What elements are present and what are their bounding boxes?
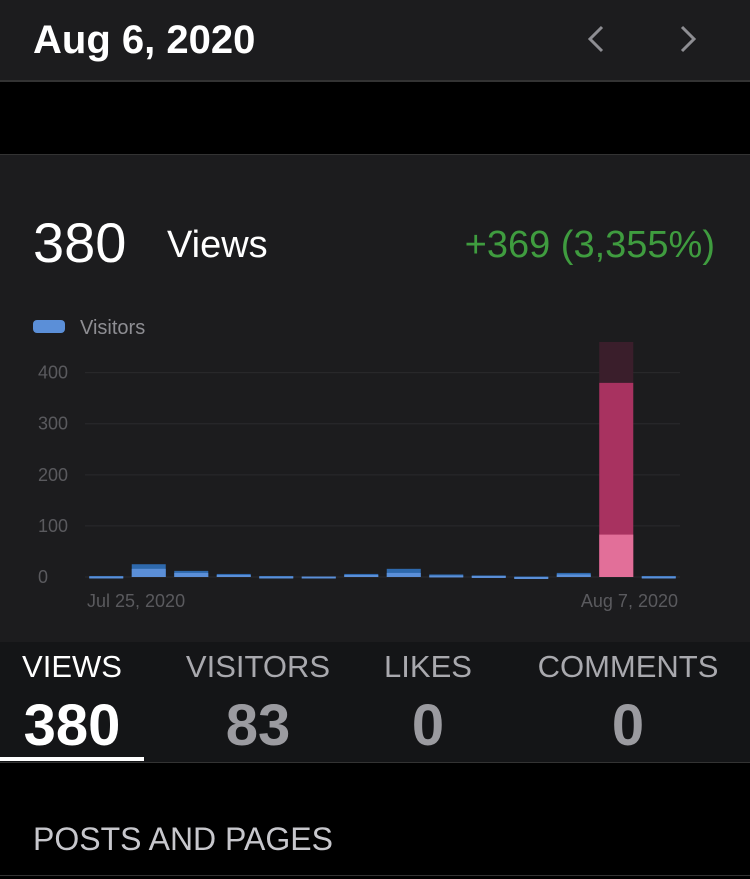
bar <box>514 577 549 579</box>
tabs: VIEWS 380 VISITORS 83 LIKES 0 COMMENTS 0 <box>0 649 718 761</box>
tab-count: 380 <box>24 693 121 758</box>
tab-label[interactable]: LIKES <box>384 649 472 684</box>
y-tick-label: 400 <box>38 363 68 383</box>
section-border <box>0 875 750 876</box>
bar <box>174 572 209 577</box>
bar <box>216 574 251 577</box>
bar <box>89 576 124 579</box>
prev-button[interactable] <box>587 25 604 53</box>
summary-count: 380 <box>33 211 126 274</box>
header-bar <box>0 0 750 80</box>
bar <box>386 572 421 577</box>
bar <box>641 576 676 579</box>
tab-bar <box>0 642 750 762</box>
tab-label[interactable]: VISITORS <box>186 649 330 684</box>
legend-swatch <box>33 320 65 333</box>
x-tick-label: Jul 25, 2020 <box>87 591 185 611</box>
x-tick-label: Aug 7, 2020 <box>581 591 678 611</box>
tab-border <box>0 762 750 763</box>
bar <box>131 568 166 577</box>
bar <box>344 574 379 577</box>
bar <box>259 576 294 579</box>
summary-label: Views <box>167 224 268 266</box>
y-tick-label: 100 <box>38 516 68 536</box>
tab-count: 0 <box>412 693 444 758</box>
next-button[interactable] <box>680 25 697 53</box>
tab-label[interactable]: COMMENTS <box>538 649 719 684</box>
y-tick-label: 0 <box>38 567 48 587</box>
bar <box>471 575 506 578</box>
section-title: POSTS AND PAGES <box>33 821 333 857</box>
bar <box>599 534 634 577</box>
header-border <box>0 80 750 82</box>
panel-border <box>0 154 750 155</box>
tab-underline <box>0 757 144 761</box>
tab-count: 83 <box>226 693 291 758</box>
date-title: Aug 6, 2020 <box>33 18 255 62</box>
chart: 0 100 200 300 400 Visitors Jul 25, 2020 Aug 7, … <box>33 317 680 611</box>
bar <box>301 576 336 579</box>
legend-label: Visitors <box>80 317 145 339</box>
bar <box>556 574 591 577</box>
tab-label[interactable]: VIEWS <box>22 649 122 684</box>
summary-change: +369 (3,355%) <box>465 224 715 266</box>
tab-count: 0 <box>612 693 644 758</box>
y-tick-label: 300 <box>38 414 68 434</box>
bar <box>429 575 464 578</box>
y-tick-label: 200 <box>38 465 68 485</box>
